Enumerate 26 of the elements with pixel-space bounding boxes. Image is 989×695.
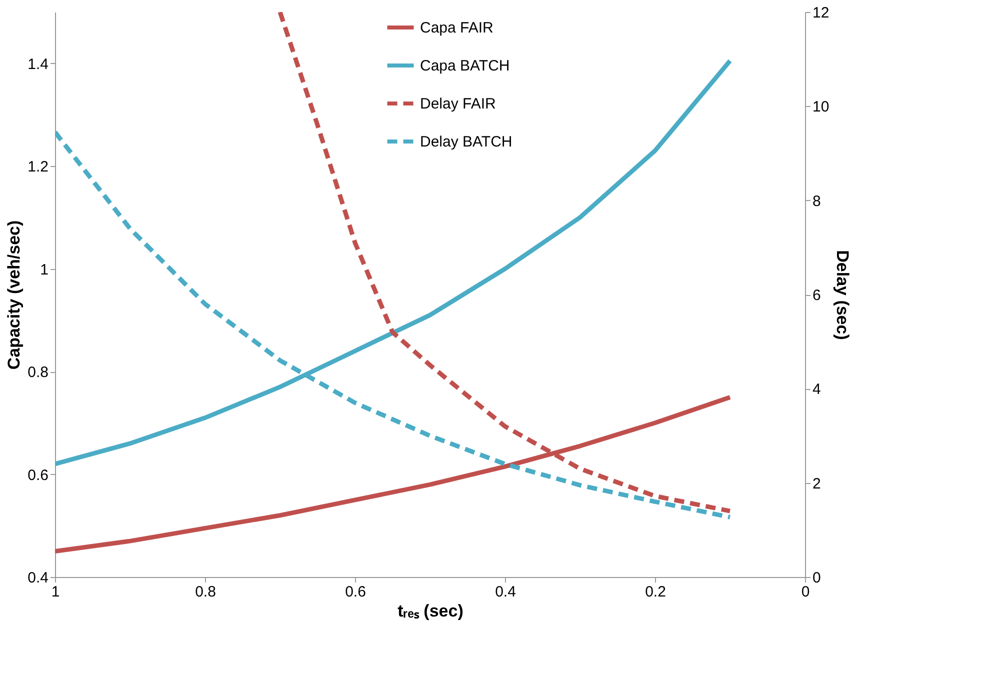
- y2-tick-label: 4: [812, 381, 821, 398]
- legend-label: Capa FAIR: [420, 20, 494, 36]
- y-tick-label: 0.6: [28, 466, 48, 484]
- x-tick-label: 0: [801, 584, 810, 600]
- y-tick-label: 0.8: [28, 364, 48, 382]
- y2-tick-label: 12: [812, 4, 830, 22]
- legend-label: Delay BATCH: [420, 134, 512, 150]
- y2-tick-label: 8: [812, 192, 821, 210]
- y2-tick-label: 10: [812, 98, 830, 116]
- x-axis-title: tᵣₑₛ (sec): [398, 602, 464, 620]
- y-tick-label: 1: [40, 261, 48, 278]
- y2-tick-label: 6: [812, 287, 821, 304]
- y-axis-title: Capacity (veh/sec): [4, 220, 24, 370]
- y-tick-label: 1.4: [28, 56, 48, 73]
- y2-tick-label: 0: [812, 570, 821, 586]
- x-tick-label: 0.6: [345, 584, 366, 600]
- y-tick-label: 1.2: [28, 158, 48, 176]
- x-tick-label: 0.4: [495, 584, 516, 600]
- y2-tick-label: 2: [812, 475, 821, 492]
- legend-label: Delay FAIR: [420, 96, 496, 112]
- x-tick-label: 0.8: [195, 584, 216, 600]
- x-tick-label: 0.2: [645, 584, 666, 600]
- y2-axis-title: Delay (sec): [833, 250, 852, 340]
- legend-label: Capa BATCH: [420, 58, 510, 74]
- y-tick-label: 0.4: [28, 570, 48, 586]
- x-tick-label: 1: [51, 584, 60, 600]
